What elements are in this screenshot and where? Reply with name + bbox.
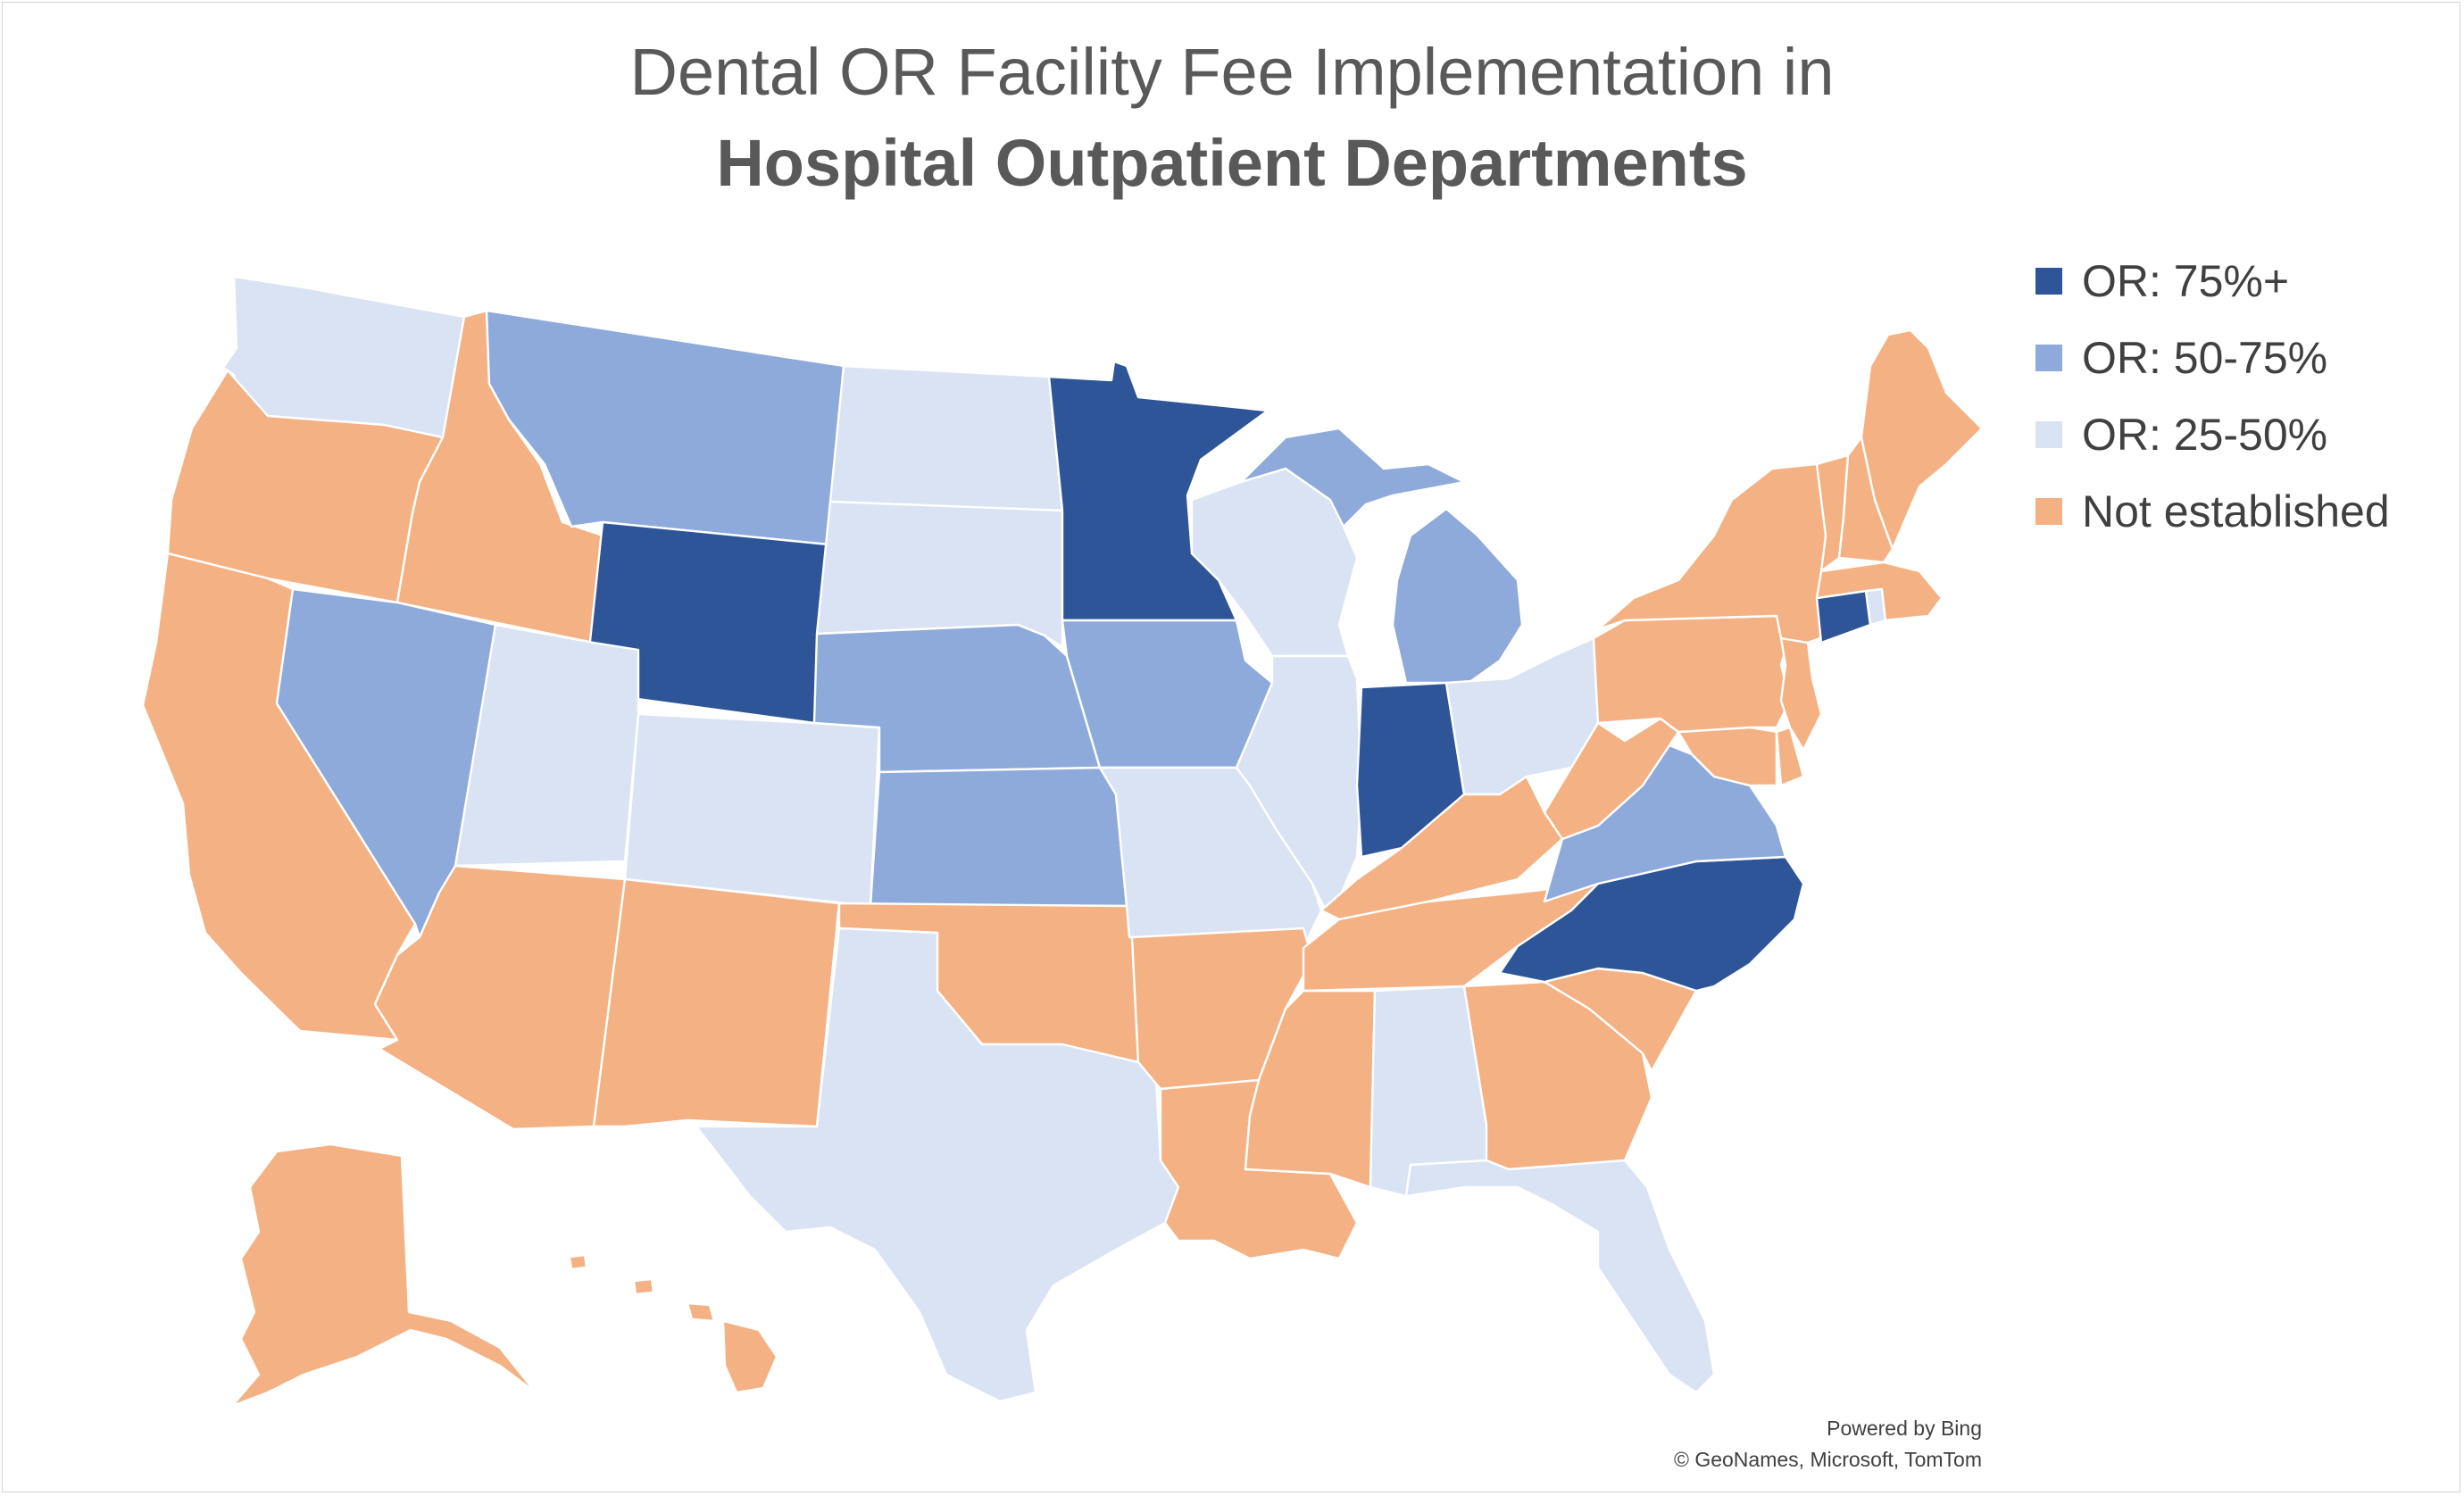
state-HI-kauai[interactable] — [568, 1253, 588, 1271]
state-NM[interactable] — [592, 877, 841, 1128]
state-IL[interactable] — [1235, 654, 1363, 921]
legend-swatch-none — [2035, 498, 2062, 525]
state-HI-maui[interactable] — [686, 1301, 716, 1323]
state-MI[interactable] — [1391, 507, 1524, 685]
state-ME[interactable] — [1860, 328, 1984, 551]
state-AK[interactable] — [230, 1143, 537, 1408]
state-MI-UP[interactable] — [1239, 427, 1466, 528]
state-IA[interactable] — [1061, 619, 1274, 769]
map-credit-powered-by: Powered by Bing — [1827, 1417, 1982, 1440]
state-KS[interactable] — [869, 766, 1128, 908]
legend-item-or75: OR: 75%+ — [2035, 243, 2390, 320]
legend-label-or50: OR: 50-75% — [2082, 333, 2328, 383]
map-credit-sources: © GeoNames, Microsoft, TomTom — [1674, 1448, 1982, 1471]
state-HI[interactable] — [721, 1319, 778, 1394]
legend-label-none: Not established — [2082, 486, 2390, 536]
map-title-line-1: Dental OR Facility Fee Implementation in — [629, 35, 1835, 109]
state-MA[interactable] — [1815, 561, 1944, 622]
state-SD[interactable] — [815, 500, 1064, 649]
state-TX[interactable] — [695, 927, 1180, 1403]
state-NJ[interactable] — [1779, 636, 1823, 752]
legend-swatch-or25 — [2035, 421, 2062, 448]
state-CT[interactable] — [1815, 589, 1872, 644]
state-DE[interactable] — [1775, 726, 1805, 787]
legend: OR: 75%+ OR: 50-75% OR: 25-50% Not estab… — [2035, 243, 2390, 550]
state-HI-oahu[interactable] — [632, 1277, 655, 1296]
map-title-line-2: Hospital Outpatient Departments — [716, 126, 1748, 200]
state-PA[interactable] — [1592, 614, 1792, 734]
legend-item-or50: OR: 50-75% — [2035, 320, 2390, 396]
legend-label-or75: OR: 75%+ — [2082, 256, 2290, 306]
legend-item-or25: OR: 25-50% — [2035, 396, 2390, 473]
state-ND[interactable] — [828, 364, 1064, 512]
state-FL[interactable] — [1404, 1159, 1716, 1394]
legend-swatch-or75 — [2035, 268, 2062, 295]
legend-swatch-or50 — [2035, 345, 2062, 371]
state-MS[interactable] — [1244, 989, 1377, 1189]
legend-label-or25: OR: 25-50% — [2082, 410, 2328, 460]
legend-item-none: Not established — [2035, 473, 2390, 550]
state-CO[interactable] — [623, 712, 881, 908]
